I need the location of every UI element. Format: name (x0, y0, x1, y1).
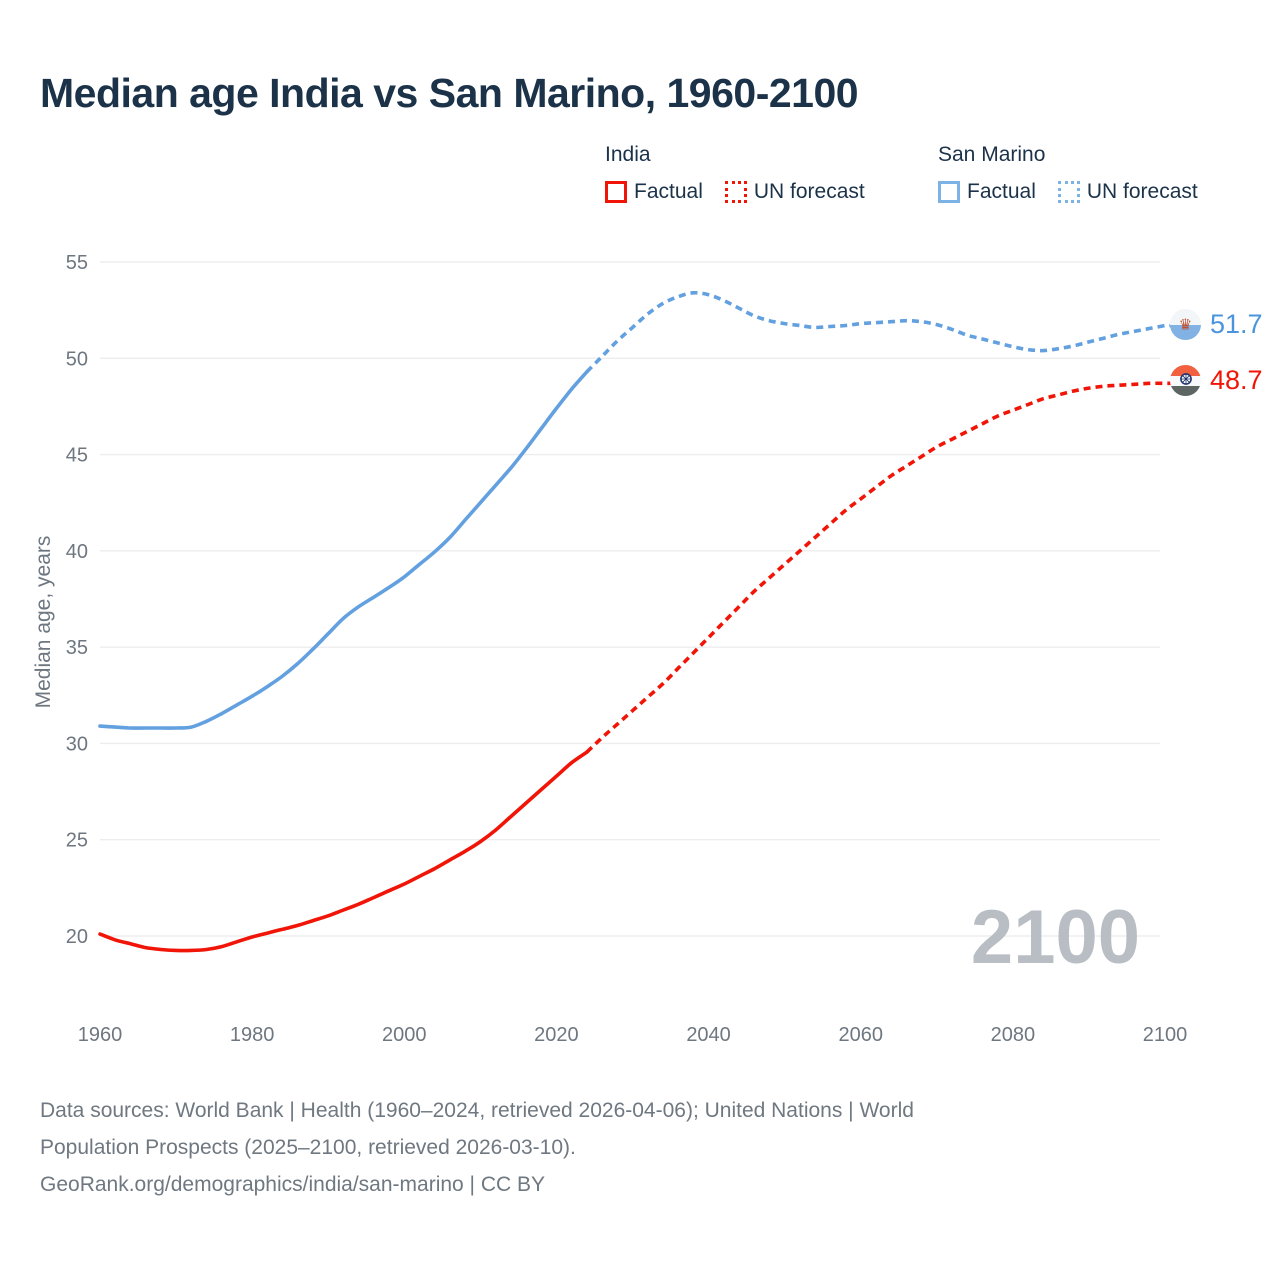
legend-item-san-marino-factual: Factual (938, 180, 1036, 204)
footer-line-3: GeoRank.org/demographics/india/san-marin… (40, 1173, 546, 1196)
watermark-year: 2100 (971, 895, 1140, 980)
x-tick-label-2080: 2080 (991, 1024, 1036, 1046)
x-tick-label-2100: 2100 (1143, 1024, 1188, 1046)
legend-item-india-forecast: UN forecast (724, 180, 865, 204)
india-chakra-icon (1179, 372, 1192, 389)
san-marino-end-value: 51.7 (1210, 309, 1263, 339)
legend-item-india-factual: Factual (605, 180, 703, 204)
y-tick-label-40: 40 (66, 541, 88, 563)
series-line-san-marino-factual (98, 370, 589, 730)
india-flag-green-stripe (1170, 385, 1201, 396)
x-tick-label-2060: 2060 (838, 1024, 883, 1046)
footer-line-2: Population Prospects (2025–2100, retriev… (40, 1136, 576, 1159)
footer-line-1: Data sources: World Bank | Health (1960–… (40, 1099, 914, 1122)
san-marino-forecast-swatch-icon (1057, 181, 1080, 203)
india-flag-icon (1170, 365, 1201, 396)
legend-item-san-marino-forecast: UN forecast (1057, 180, 1198, 204)
x-tick-label-1960: 1960 (78, 1024, 123, 1046)
san-marino-end-label: ♛ 51.7 (1170, 309, 1263, 340)
legend-san-marino-forecast-label: UN forecast (1086, 180, 1198, 203)
san-marino-flag-bottom-stripe (1170, 324, 1201, 340)
legend-group-san-marino: San Marino Factual UN forecast (938, 143, 1198, 204)
legend-group-india: India Factual UN forecast (605, 143, 865, 204)
x-tick-label-2040: 2040 (686, 1024, 731, 1046)
san-marino-factual-swatch-icon (938, 181, 960, 203)
x-tick-label-2020: 2020 (534, 1024, 579, 1046)
x-tick-label-2000: 2000 (382, 1024, 427, 1046)
y-tick-label-50: 50 (66, 348, 88, 370)
india-end-value: 48.7 (1210, 365, 1263, 395)
legend-san-marino-factual-label: Factual (967, 180, 1036, 203)
y-tick-label-45: 45 (66, 445, 88, 467)
india-end-label: 48.7 (1170, 365, 1263, 396)
y-tick-label-30: 30 (66, 733, 88, 755)
legend-san-marino-items: Factual UN forecast (938, 180, 1198, 204)
india-flag-saffron-stripe (1170, 365, 1201, 376)
series-line-india-forecast (585, 381, 1176, 754)
legend-san-marino-label: San Marino (938, 143, 1046, 166)
legend-india-factual-label: Factual (634, 180, 703, 203)
y-tick-label-25: 25 (66, 830, 88, 852)
x-tick-label-1980: 1980 (230, 1024, 275, 1046)
legend-india-label: India (605, 143, 651, 166)
series-line-san-marino-forecast (585, 290, 1176, 374)
y-tick-label-20: 20 (66, 926, 88, 948)
india-forecast-swatch-icon (724, 181, 747, 203)
y-tick-label-55: 55 (66, 252, 88, 274)
san-marino-flag-icon: ♛ (1170, 309, 1201, 340)
source-footer: Data sources: World Bank | Health (1960–… (40, 1092, 914, 1203)
page-title: Median age India vs San Marino, 1960-210… (40, 70, 859, 116)
san-marino-crest-icon: ♛ (1178, 316, 1193, 333)
series-line-india-factual (98, 750, 589, 953)
legend-india-forecast-label: UN forecast (753, 180, 865, 203)
san-marino-flag-top-stripe (1170, 309, 1201, 325)
y-tick-label-35: 35 (66, 637, 88, 659)
legend-india-items: Factual UN forecast (605, 180, 865, 204)
india-factual-swatch-icon (605, 181, 627, 203)
